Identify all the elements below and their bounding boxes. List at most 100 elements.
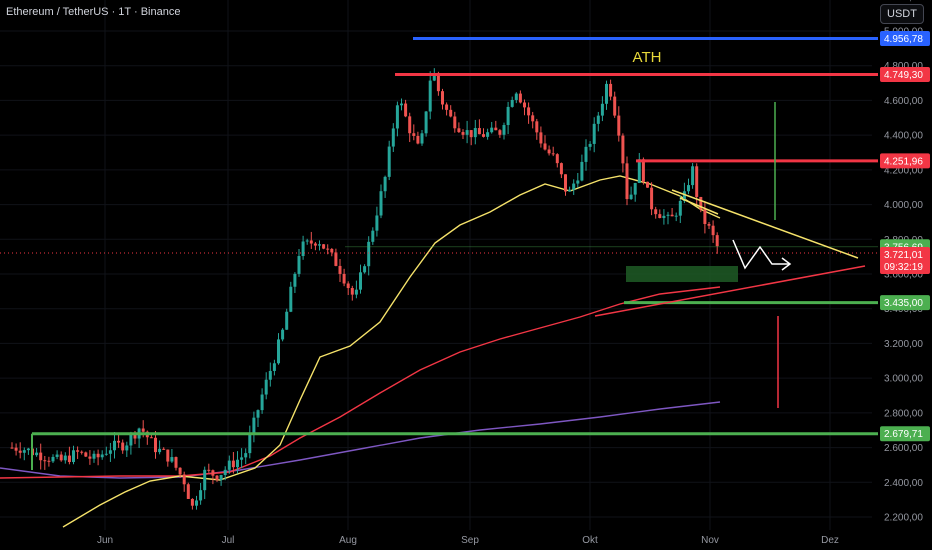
candle-body (281, 329, 285, 340)
candle-body (646, 181, 649, 188)
candle-body (658, 214, 662, 219)
candle-body (203, 469, 207, 491)
candle-body (330, 248, 334, 253)
candle-body (592, 123, 596, 144)
candle-body (260, 394, 264, 411)
y-tick-label: 2.800,00 (884, 408, 923, 419)
candle-body (436, 73, 440, 92)
candle-body (154, 437, 157, 453)
candle-body (625, 163, 629, 200)
candle-body (26, 448, 30, 451)
candle-body (691, 166, 695, 186)
price-badge-bg (880, 67, 930, 83)
y-tick-label: 3.600,00 (884, 270, 923, 281)
candle-body (461, 132, 465, 135)
candle-body (22, 450, 26, 453)
candle-body (588, 143, 592, 147)
candle-body (547, 149, 551, 154)
candle-body (244, 453, 248, 458)
candle-body (133, 434, 137, 439)
support-zone-box (626, 266, 738, 282)
support-lower-badge: 2.679,71 (880, 426, 930, 442)
candle-body (125, 445, 129, 451)
candle-body (666, 214, 670, 216)
candle-body (113, 440, 116, 451)
price-badge-label: 4.956,78 (884, 34, 923, 45)
candle-body (391, 128, 395, 147)
candle-body (678, 200, 682, 216)
candle-body (371, 230, 375, 242)
candle-body (67, 455, 71, 463)
candle-body (277, 339, 280, 364)
candle-body (637, 159, 641, 183)
candle-body (494, 127, 498, 131)
candle-body (39, 452, 43, 461)
candle-body (596, 115, 600, 124)
currency-button[interactable]: USDT (880, 4, 924, 24)
candle-body (375, 215, 379, 231)
candle-body (199, 490, 203, 501)
candle-body (387, 146, 391, 177)
candle-body (92, 453, 96, 459)
ma-fast-line (62, 175, 721, 528)
candle-body (490, 127, 494, 133)
candle-body (63, 455, 67, 461)
x-tick-label: Okt (582, 535, 598, 546)
candle-body (416, 135, 420, 144)
candle-body (18, 450, 22, 453)
candle-body (518, 93, 522, 103)
candle-body (272, 363, 276, 371)
candle-body (543, 143, 547, 150)
candle-body (211, 470, 215, 476)
candle-body (227, 460, 231, 470)
projection-arrowhead (781, 257, 792, 271)
candle-body (104, 453, 108, 455)
candle-body (47, 460, 51, 462)
candle-body (149, 437, 153, 439)
resistance-upper-badge: 4.749,30 (880, 67, 930, 83)
candle-body (121, 442, 125, 451)
moving-averages (0, 175, 721, 528)
candle-body (162, 448, 166, 450)
price-badge-bg (880, 246, 930, 274)
candle-body (576, 180, 580, 184)
candle-body (215, 475, 219, 481)
candle-body (289, 286, 293, 312)
candle-body (231, 460, 235, 468)
candle-body (674, 215, 678, 217)
candle-body (473, 128, 477, 138)
candle-body (166, 449, 170, 462)
candle-body (141, 428, 145, 432)
candle-body (682, 191, 686, 201)
candle-body (313, 243, 317, 246)
y-tick-label: 4.400,00 (884, 131, 923, 142)
candle-body (498, 130, 502, 135)
candle-body (584, 146, 588, 162)
candle-body (108, 450, 112, 454)
price-badge-bg (880, 426, 930, 442)
candle-body (174, 457, 178, 468)
candle-body (252, 417, 256, 435)
candle-body (662, 215, 666, 219)
x-axis: Jun Jul Aug Sep Okt Nov Dez (97, 535, 839, 546)
candle-body (633, 182, 637, 195)
candle-body (506, 106, 510, 126)
candle-body (297, 256, 301, 274)
candle-body (80, 451, 84, 453)
candle-body (51, 456, 55, 462)
candle-body (219, 475, 223, 481)
candle-body (641, 159, 645, 182)
candle-body (580, 161, 584, 181)
candle-countdown: 09:32:19 (884, 262, 923, 273)
candle-body (600, 103, 604, 116)
candle-body (35, 452, 39, 456)
candle-body (318, 244, 321, 246)
symbol-title[interactable]: Ethereum / TetherUS · 1T · Binance (6, 6, 181, 18)
candle-body (432, 73, 436, 81)
candle-body (264, 379, 268, 395)
price-badge-label: 3.435,00 (884, 298, 923, 309)
candle-body (14, 447, 18, 451)
candle-body (629, 194, 633, 200)
price-badge-label: 2.679,71 (884, 429, 923, 440)
